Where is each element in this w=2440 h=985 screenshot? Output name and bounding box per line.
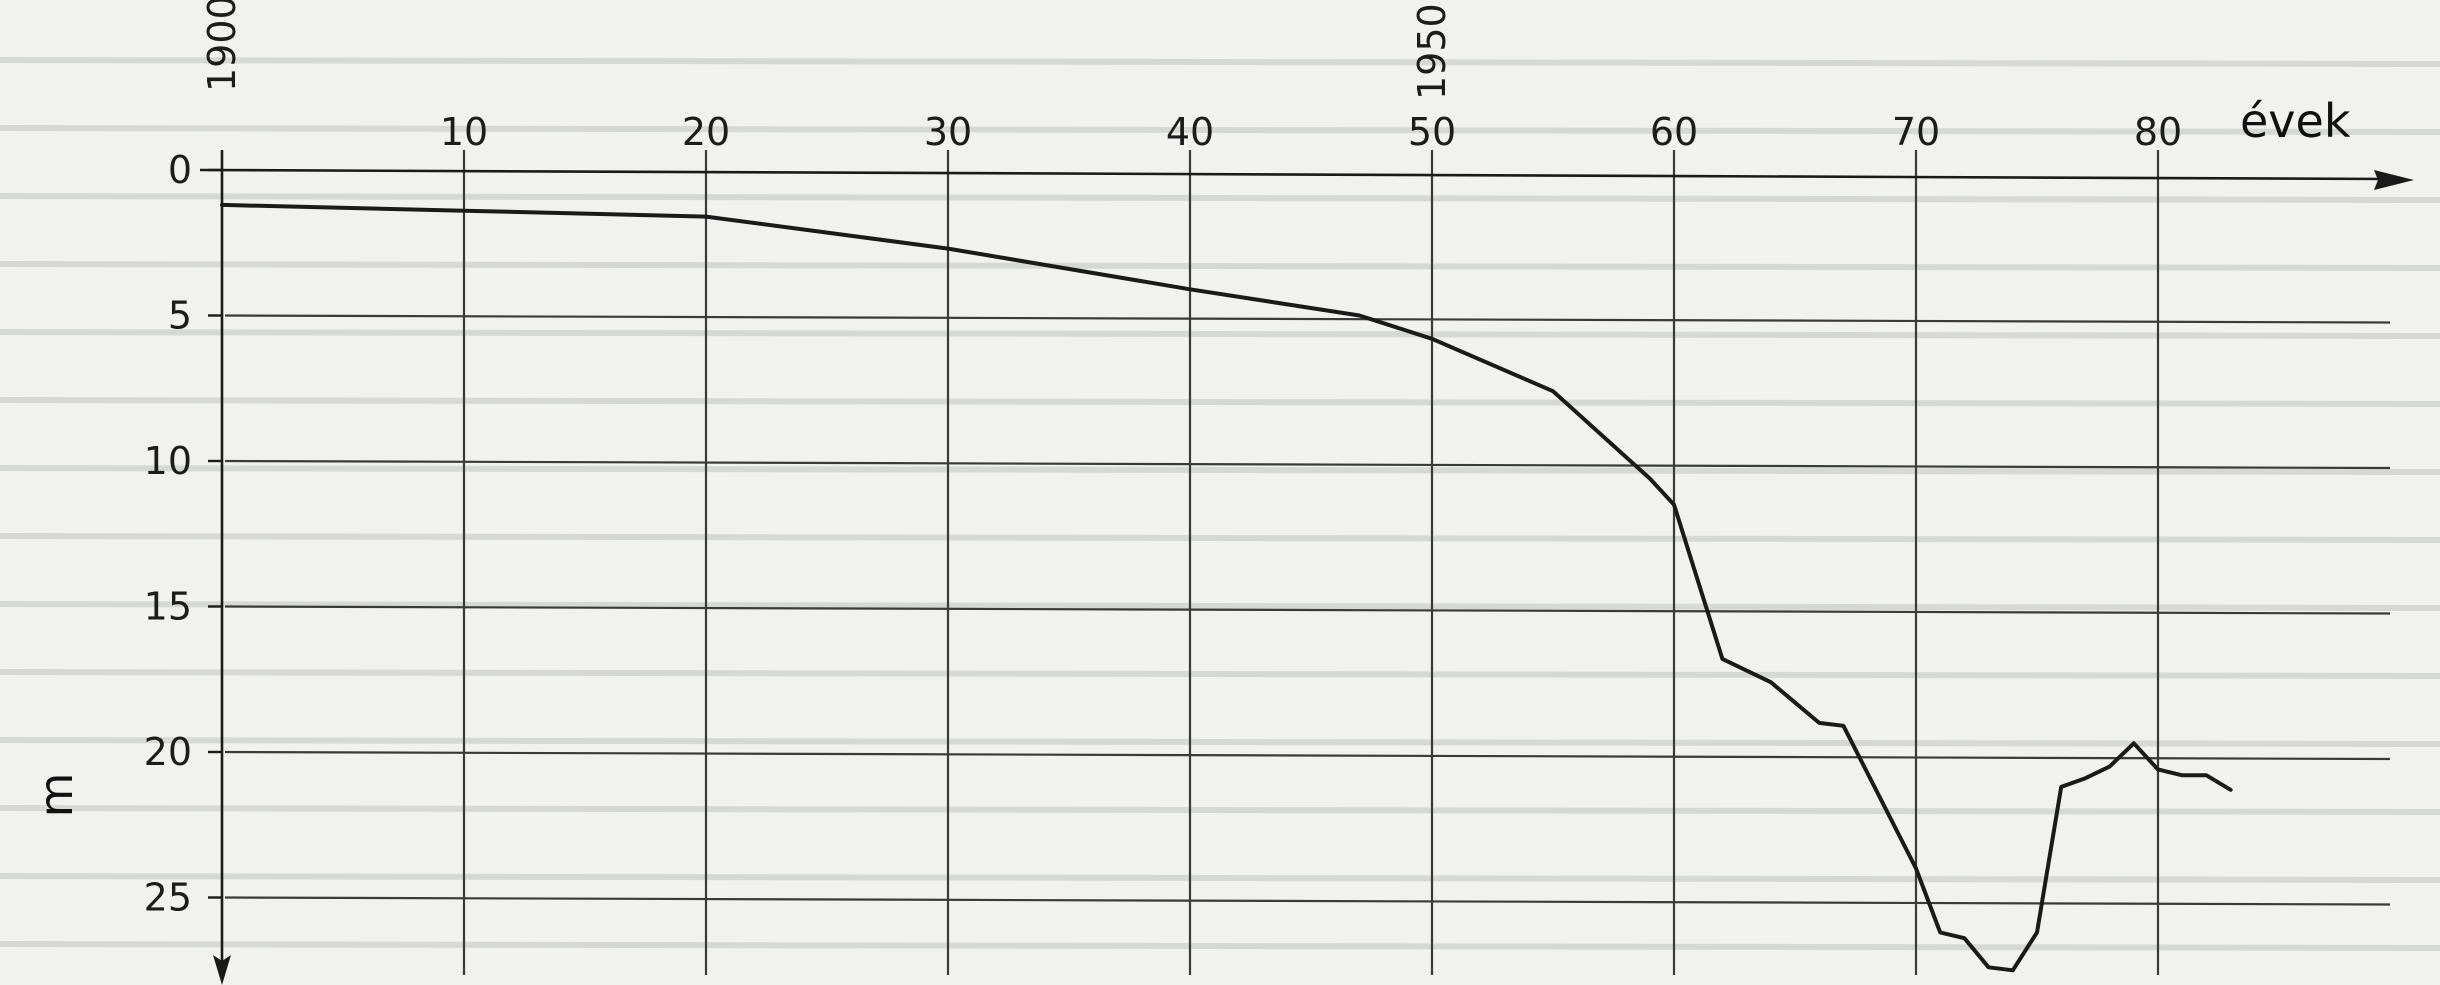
ghost-line	[0, 533, 2440, 543]
vertical-gridlines	[462, 150, 2160, 975]
x-tick-label: 70	[1892, 110, 1940, 154]
ghost-line	[0, 329, 2440, 339]
horizontal-gridlines	[224, 314, 2391, 906]
gridline-y	[224, 605, 2391, 615]
y-tick-labels: 0 5 10 15 20 25	[144, 148, 192, 920]
x-tick-label: 30	[924, 110, 972, 154]
y-tick-label: 20	[144, 730, 192, 774]
x-tick-labels: 1900 10 20 30 40 1950 50 60 70 80	[200, 0, 2182, 154]
y-tick-label: 0	[168, 148, 192, 192]
x-tick-label: 20	[682, 110, 730, 154]
axes	[199, 150, 2414, 985]
series-layer	[220, 202, 2233, 973]
y-axis-arrow	[213, 955, 231, 985]
ghost-line	[0, 873, 2440, 883]
background-ghost-lines	[0, 57, 2440, 951]
ghost-line	[0, 941, 2440, 951]
y-tick-label: 25	[144, 876, 192, 920]
x-axis-line	[199, 168, 2391, 181]
x-tick-label: 50	[1408, 110, 1456, 154]
ghost-line	[0, 125, 2440, 135]
x-tick-label: 60	[1650, 110, 1698, 154]
ghost-line	[0, 261, 2440, 271]
x-tick-label: 80	[2134, 110, 2182, 154]
y-tick-label: 5	[168, 294, 192, 338]
x-tick-label: 1950	[1410, 3, 1454, 100]
x-axis-arrow	[2374, 170, 2414, 190]
ghost-line	[0, 57, 2440, 67]
gridline-y	[224, 459, 2391, 470]
series-line	[220, 202, 2233, 973]
ghost-line	[0, 601, 2440, 611]
x-tick-label: 10	[440, 110, 488, 154]
x-tick-label: 1900	[200, 0, 244, 92]
ghost-line	[0, 465, 2440, 475]
gridline-y	[224, 750, 2391, 761]
gridline-y	[224, 314, 2391, 324]
y-tick-label: 10	[144, 439, 192, 483]
x-tick-label: 40	[1166, 110, 1214, 154]
gridline-y	[224, 896, 2391, 906]
ghost-line	[0, 737, 2440, 747]
ghost-line	[0, 669, 2440, 679]
y-axis-label: m	[29, 773, 83, 818]
ghost-line	[0, 193, 2440, 203]
x-axis-label: évek	[2240, 94, 2351, 148]
y-tick-label: 15	[144, 585, 192, 629]
ghost-line	[0, 397, 2440, 407]
ghost-line	[0, 805, 2440, 815]
